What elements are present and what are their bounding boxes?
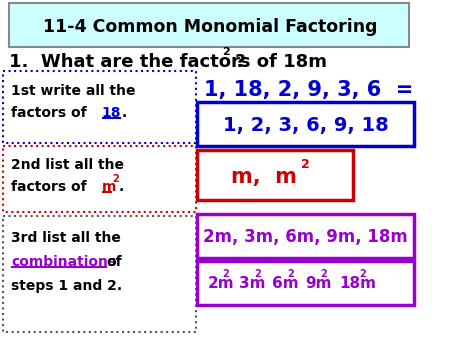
- Text: factors of: factors of: [11, 180, 92, 194]
- Text: 6m: 6m: [272, 276, 298, 291]
- Text: factors of: factors of: [11, 106, 92, 120]
- Text: 18: 18: [102, 106, 122, 120]
- Text: 1st write all the: 1st write all the: [11, 84, 136, 98]
- Text: 2nd list all the: 2nd list all the: [11, 158, 124, 172]
- FancyBboxPatch shape: [3, 71, 196, 143]
- Text: 2: 2: [360, 269, 366, 279]
- Text: 2: 2: [222, 47, 230, 57]
- Text: 1, 2, 3, 6, 9, 18: 1, 2, 3, 6, 9, 18: [223, 116, 388, 135]
- Text: 3rd list all the: 3rd list all the: [11, 231, 121, 245]
- Text: 9m: 9m: [306, 276, 332, 291]
- Text: of: of: [107, 255, 122, 269]
- FancyBboxPatch shape: [197, 261, 414, 305]
- Text: m: m: [102, 180, 116, 194]
- FancyBboxPatch shape: [197, 102, 414, 146]
- Text: 1, 18, 2, 9, 3, 6  =: 1, 18, 2, 9, 3, 6 =: [204, 80, 413, 100]
- Text: 11-4 Common Monomial Factoring: 11-4 Common Monomial Factoring: [43, 18, 378, 36]
- Text: 2m, 3m, 6m, 9m, 18m: 2m, 3m, 6m, 9m, 18m: [203, 228, 408, 246]
- Text: 2: 2: [301, 159, 310, 171]
- Text: 2: 2: [320, 269, 327, 279]
- FancyBboxPatch shape: [197, 214, 414, 258]
- Text: combinations: combinations: [11, 255, 117, 269]
- Text: 2m: 2m: [207, 276, 234, 291]
- Text: .: .: [122, 106, 127, 120]
- Text: ?: ?: [229, 53, 246, 71]
- FancyBboxPatch shape: [197, 150, 353, 200]
- Text: 3m: 3m: [239, 276, 266, 291]
- Text: steps 1 and 2.: steps 1 and 2.: [11, 279, 122, 293]
- Text: 2: 2: [254, 269, 261, 279]
- Text: .: .: [119, 180, 124, 194]
- Text: 2: 2: [222, 269, 229, 279]
- FancyBboxPatch shape: [3, 146, 196, 212]
- FancyBboxPatch shape: [9, 3, 409, 47]
- Text: 2: 2: [287, 269, 293, 279]
- Text: 1.  What are the factors of 18m: 1. What are the factors of 18m: [9, 53, 327, 71]
- Text: m,  m: m, m: [231, 167, 297, 187]
- Text: 2: 2: [112, 174, 119, 184]
- FancyBboxPatch shape: [3, 216, 196, 332]
- Text: 18m: 18m: [339, 276, 376, 291]
